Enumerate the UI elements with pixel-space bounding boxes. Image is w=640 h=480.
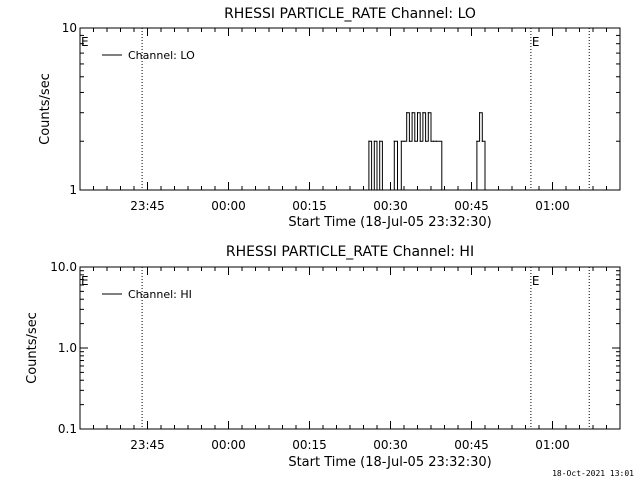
- series-point: [416, 112, 419, 114]
- series-point: [373, 140, 375, 142]
- series-line: [366, 112, 486, 191]
- series-point: [414, 140, 416, 142]
- x-tick-label: 00:00: [211, 199, 246, 213]
- footer-timestamp: 18-Oct-2021 13:01: [552, 469, 634, 478]
- x-axis-label: Start Time (18-Jul-05 23:32:30): [288, 215, 491, 230]
- x-tick-label: 01:00: [535, 438, 570, 452]
- event-marker-label: E: [81, 35, 89, 49]
- y-axis-label: Counts/sec: [38, 73, 53, 145]
- series-point: [379, 140, 381, 142]
- y-tick-label: 0.1: [58, 422, 77, 436]
- series-point: [419, 140, 421, 142]
- x-tick-label: 00:15: [292, 438, 327, 452]
- y-tick-label: 10: [62, 21, 77, 35]
- x-tick-label: 00:30: [373, 438, 408, 452]
- series-point: [393, 140, 395, 142]
- series-point: [400, 140, 402, 142]
- series-point: [435, 140, 437, 142]
- x-tick-label: 00:15: [292, 199, 327, 213]
- x-tick-label: 00:30: [373, 199, 408, 213]
- series-point: [408, 140, 410, 142]
- series-point: [381, 189, 383, 191]
- event-marker-label: E: [532, 35, 540, 49]
- series-point: [473, 189, 475, 191]
- series-point: [425, 140, 427, 142]
- series-point: [481, 140, 483, 142]
- series-point: [479, 112, 481, 114]
- series-point: [427, 112, 429, 114]
- x-tick-label: 00:45: [454, 438, 489, 452]
- legend-label: Channel: HI: [128, 288, 192, 301]
- series-point: [368, 140, 370, 142]
- x-tick-label: 00:00: [211, 438, 246, 452]
- chart-panel-lo: RHESSI PARTICLE_RATE Channel: LO 23:45 00:…: [38, 6, 621, 230]
- series-point: [403, 140, 405, 142]
- legend-label: Channel: LO: [128, 49, 195, 62]
- x-tick-label: 00:45: [454, 199, 489, 213]
- series-point: [396, 189, 399, 191]
- series-point: [406, 112, 408, 114]
- series-point: [371, 189, 373, 191]
- event-marker-label: E: [81, 274, 89, 288]
- series-point: [376, 189, 378, 191]
- series-point: [389, 189, 392, 191]
- series-point: [430, 140, 432, 142]
- series-point: [365, 189, 367, 191]
- series-point: [433, 140, 435, 142]
- series-point: [476, 140, 478, 142]
- series-point: [411, 112, 413, 114]
- event-marker-label: E: [532, 274, 540, 288]
- y-tick-label: 10.0: [50, 260, 77, 274]
- x-tick-label: 23:45: [130, 199, 165, 213]
- x-axis-label: Start Time (18-Jul-05 23:32:30): [288, 455, 491, 470]
- x-tick-label: 23:45: [130, 438, 165, 452]
- x-tick-label: 01:00: [535, 199, 570, 213]
- chart-panel-hi: RHESSI PARTICLE_RATE Channel: HI 23:45 00:…: [25, 244, 621, 470]
- chart-title: RHESSI PARTICLE_RATE Channel: HI: [226, 244, 474, 260]
- chart-title: RHESSI PARTICLE_RATE Channel: LO: [224, 6, 476, 22]
- y-axis-label: Counts/sec: [25, 312, 40, 384]
- series-point: [441, 189, 443, 191]
- y-tick-label: 1: [69, 183, 77, 197]
- series-point: [422, 112, 424, 114]
- series-point: [484, 189, 486, 191]
- y-tick-label: 1.0: [58, 341, 77, 355]
